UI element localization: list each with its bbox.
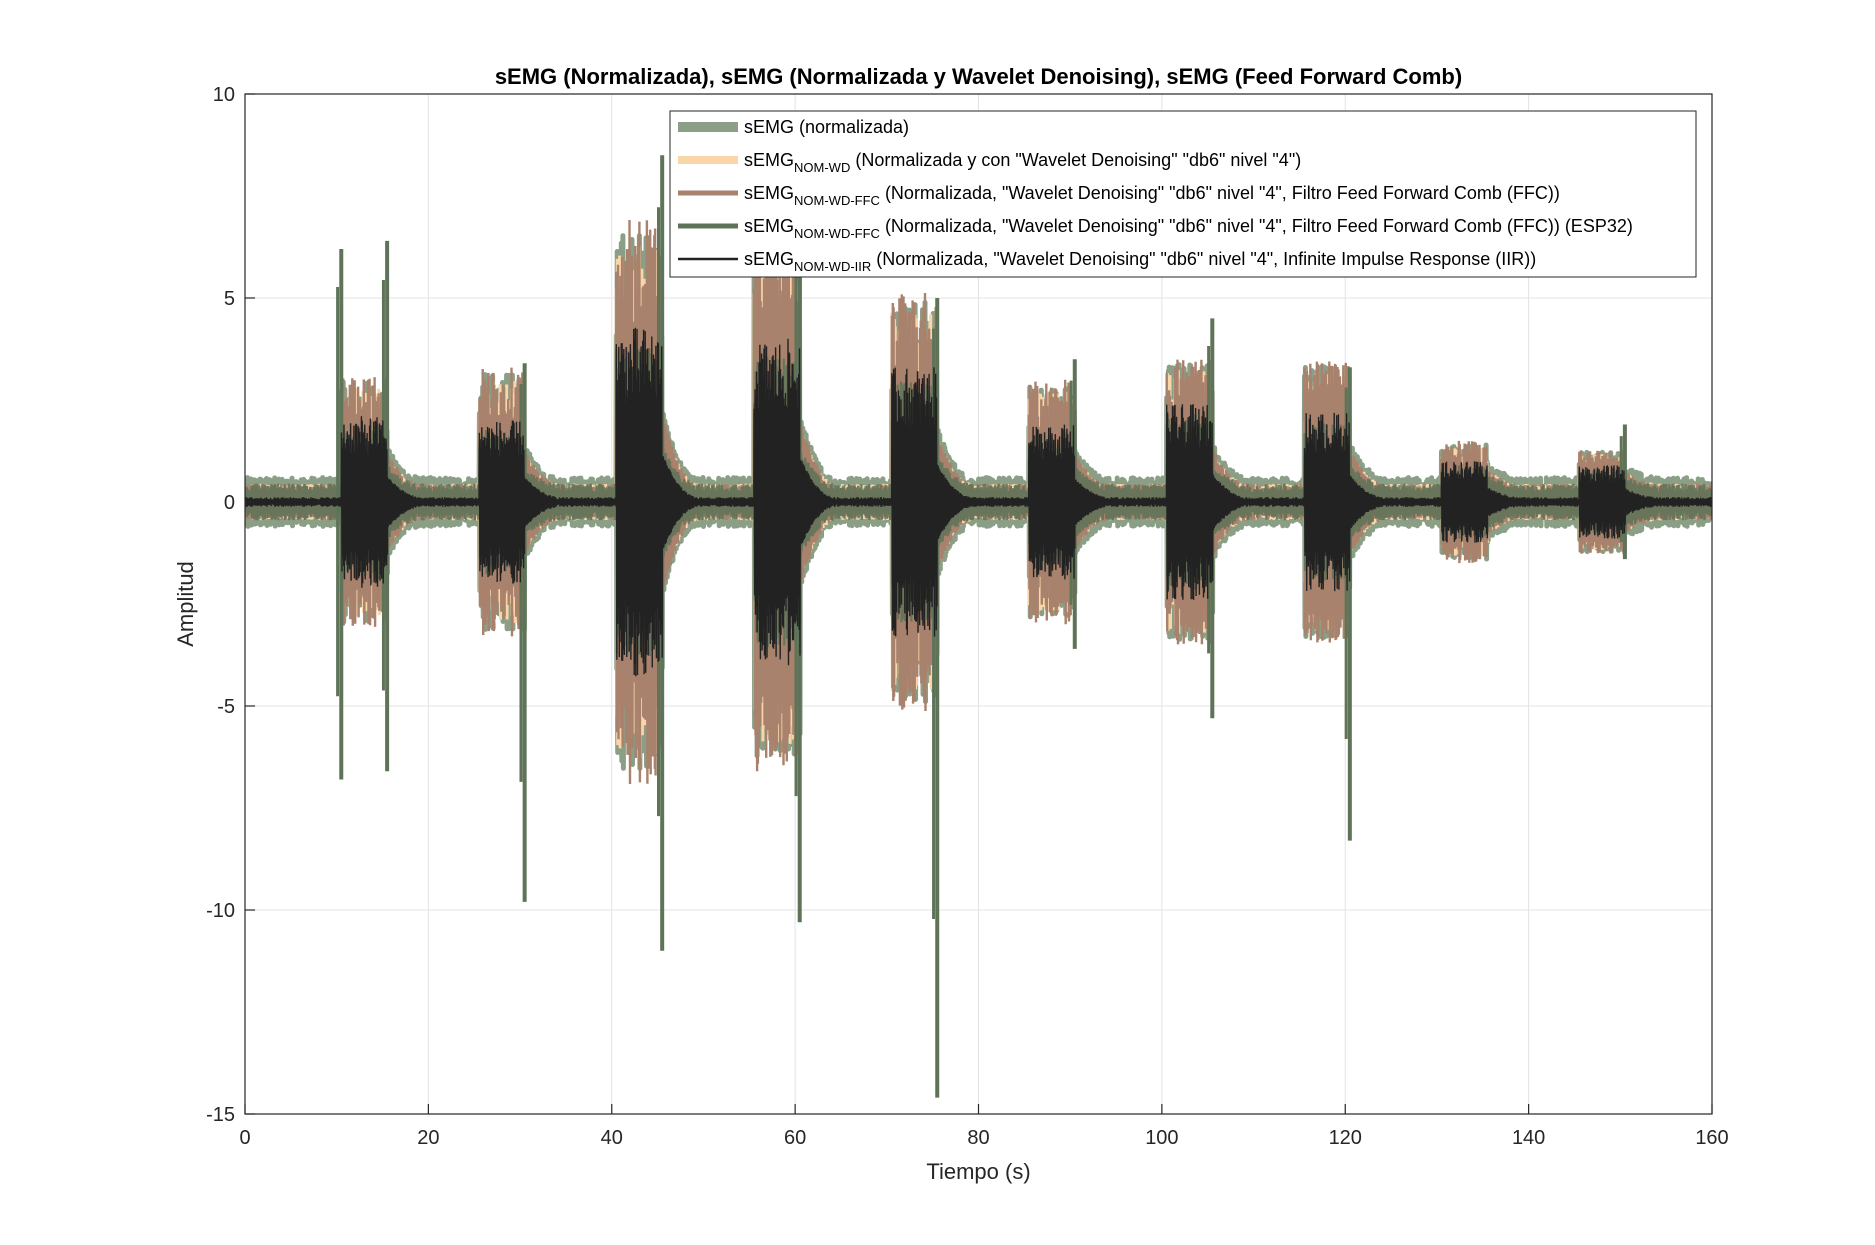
legend-label-nom-wd-ffc: sEMGNOM-WD-FFC (Normalizada, "Wavelet De…: [744, 183, 1560, 208]
legend-label-nom-wd-ffc-esp32: sEMGNOM-WD-FFC (Normalizada, "Wavelet De…: [744, 216, 1633, 241]
x-tick-label: 100: [1145, 1127, 1178, 1149]
y-axis-title: Amplitud: [173, 561, 198, 647]
series-layer: [245, 155, 1712, 1098]
series-nom-wd-iir: [245, 327, 1712, 677]
y-tick-label: 0: [224, 492, 235, 514]
x-tick-label: 40: [601, 1127, 623, 1149]
legend-label-nom-wd-iir: sEMGNOM-WD-IIR (Normalizada, "Wavelet De…: [744, 249, 1536, 274]
y-tick-label: -15: [206, 1104, 235, 1126]
x-tick-label: 160: [1695, 1127, 1728, 1149]
y-tick-label: 5: [224, 288, 235, 310]
x-tick-label: 0: [239, 1127, 250, 1149]
legend: sEMG (normalizada) sEMGNOM-WD (Normalizad…: [669, 110, 1697, 278]
y-tick-label: 10: [213, 84, 235, 106]
axis-ticks: 0 20 40 60 80 100 120 140 160 10 5 0 -5 -10 -15: [206, 84, 1729, 1149]
x-tick-label: 20: [417, 1127, 439, 1149]
legend-label-nom-wd: sEMGNOM-WD (Normalizada y con "Wavelet D…: [744, 150, 1301, 175]
chart-title: sEMG (Normalizada), sEMG (Normalizada y …: [495, 64, 1462, 89]
x-tick-label: 120: [1329, 1127, 1362, 1149]
x-tick-label: 140: [1512, 1127, 1545, 1149]
legend-label-normalizada: sEMG (normalizada): [744, 117, 909, 137]
x-axis-title: Tiempo (s): [926, 1159, 1030, 1184]
y-tick-label: -5: [217, 696, 235, 718]
x-tick-label: 80: [967, 1127, 989, 1149]
y-tick-label: -10: [206, 900, 235, 922]
x-tick-label: 60: [784, 1127, 806, 1149]
legend-box: [669, 110, 1697, 278]
